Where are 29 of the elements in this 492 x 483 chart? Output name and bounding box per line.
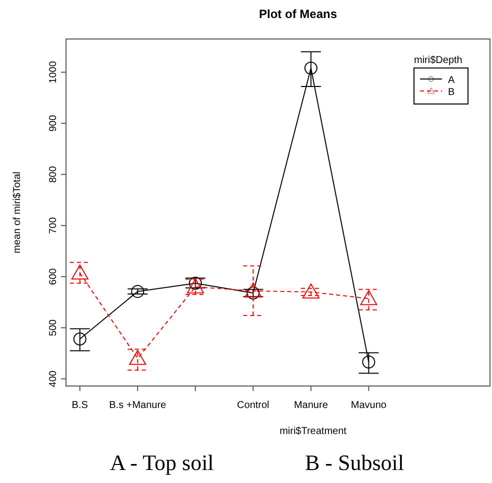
legend-title: miri$Depth [414, 55, 462, 66]
y-tick-label: 500 [48, 318, 59, 336]
point [73, 332, 86, 346]
legend-label: A [448, 75, 455, 86]
y-tick-label: 1000 [48, 60, 59, 84]
x-tick-label: B.s +Manure [109, 400, 167, 411]
chart-title: Plot of Means [258, 7, 338, 21]
x-axis-title: miri$Treatment [280, 426, 347, 437]
y-tick-label: 400 [48, 370, 59, 388]
y-axis-title: mean of miri$Total [12, 172, 23, 254]
point [244, 282, 262, 298]
point [302, 283, 320, 298]
y-tick-label: 700 [48, 216, 59, 234]
point [129, 350, 146, 365]
legend-label: B [448, 87, 455, 98]
y-tick-label: 900 [48, 114, 59, 132]
text: B - Subsoil [305, 450, 404, 475]
text: A - Top soil [110, 450, 214, 475]
x-tick-label: Mavuno [350, 400, 387, 411]
y-tick-label: 600 [48, 268, 59, 285]
y-tick-label: 800 [48, 166, 59, 183]
point [71, 264, 88, 280]
point [360, 290, 378, 306]
point [362, 355, 376, 368]
point [131, 284, 144, 298]
x-tick-label: Control [237, 400, 270, 411]
point [304, 62, 318, 75]
x-tick-label: B.S [72, 400, 88, 411]
x-tick-label: Manure [294, 400, 328, 411]
